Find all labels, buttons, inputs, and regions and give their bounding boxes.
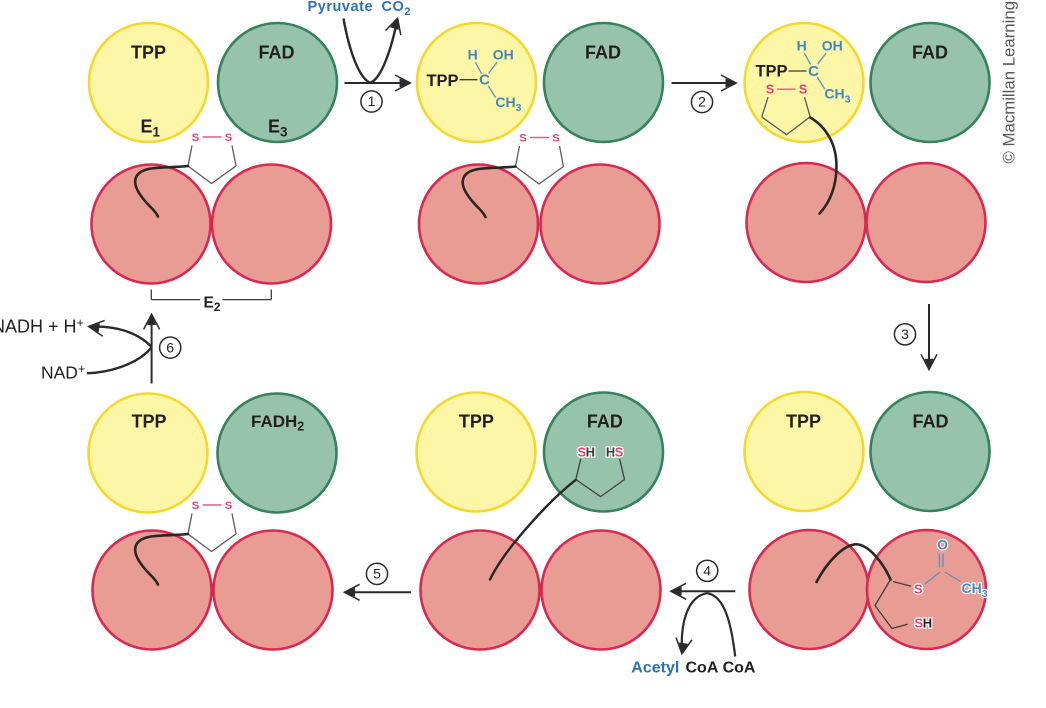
svg-text:CH3: CH3	[495, 94, 521, 114]
svg-text:H: H	[586, 444, 595, 459]
svg-text:S: S	[914, 581, 923, 596]
svg-text:H: H	[923, 615, 932, 630]
svg-text:FAD: FAD	[913, 411, 949, 431]
svg-text:1: 1	[368, 93, 376, 109]
svg-text:S: S	[915, 615, 924, 630]
svg-text:C: C	[479, 72, 490, 89]
svg-text:Pyruvate: Pyruvate	[308, 0, 374, 15]
svg-text:TPP: TPP	[426, 72, 458, 90]
svg-text:CO2: CO2	[382, 0, 412, 18]
svg-text:NADH + H+: NADH + H+	[0, 316, 84, 337]
svg-text:OH: OH	[493, 47, 514, 63]
svg-text:5: 5	[373, 566, 381, 582]
svg-text:TPP: TPP	[755, 62, 787, 80]
svg-text:TPP: TPP	[131, 43, 166, 63]
svg-text:FADH2: FADH2	[251, 412, 304, 434]
svg-text:CoA: CoA	[723, 660, 756, 677]
svg-text:CH3: CH3	[962, 580, 988, 600]
svg-text:S: S	[615, 444, 624, 459]
svg-text:2: 2	[698, 94, 706, 110]
svg-text:C: C	[808, 63, 819, 80]
svg-text:O: O	[937, 538, 948, 553]
svg-text:Acetyl: Acetyl	[631, 660, 679, 677]
svg-text:FAD: FAD	[587, 412, 623, 432]
svg-text:6: 6	[166, 339, 174, 355]
svg-text:H: H	[468, 47, 478, 63]
svg-text:4: 4	[703, 563, 711, 579]
svg-text:TPP: TPP	[786, 411, 821, 431]
svg-text:E2: E2	[204, 294, 221, 314]
svg-text:CoA: CoA	[686, 660, 719, 677]
svg-text:NAD+: NAD+	[41, 362, 85, 383]
svg-text:S: S	[766, 83, 774, 97]
svg-text:3: 3	[901, 326, 909, 342]
svg-text:S: S	[578, 444, 587, 459]
svg-text:TPP: TPP	[131, 412, 166, 432]
svg-text:FAD: FAD	[585, 43, 621, 63]
svg-text:FAD: FAD	[259, 43, 295, 63]
svg-text:© Macmillan Learning: © Macmillan Learning	[1000, 1, 1019, 164]
svg-text:FAD: FAD	[912, 43, 948, 63]
svg-text:H: H	[606, 444, 615, 459]
svg-text:TPP: TPP	[459, 412, 494, 432]
svg-text:OH: OH	[822, 38, 843, 54]
svg-text:S: S	[799, 83, 807, 97]
svg-text:CH3: CH3	[824, 85, 850, 105]
svg-text:H: H	[797, 38, 807, 54]
